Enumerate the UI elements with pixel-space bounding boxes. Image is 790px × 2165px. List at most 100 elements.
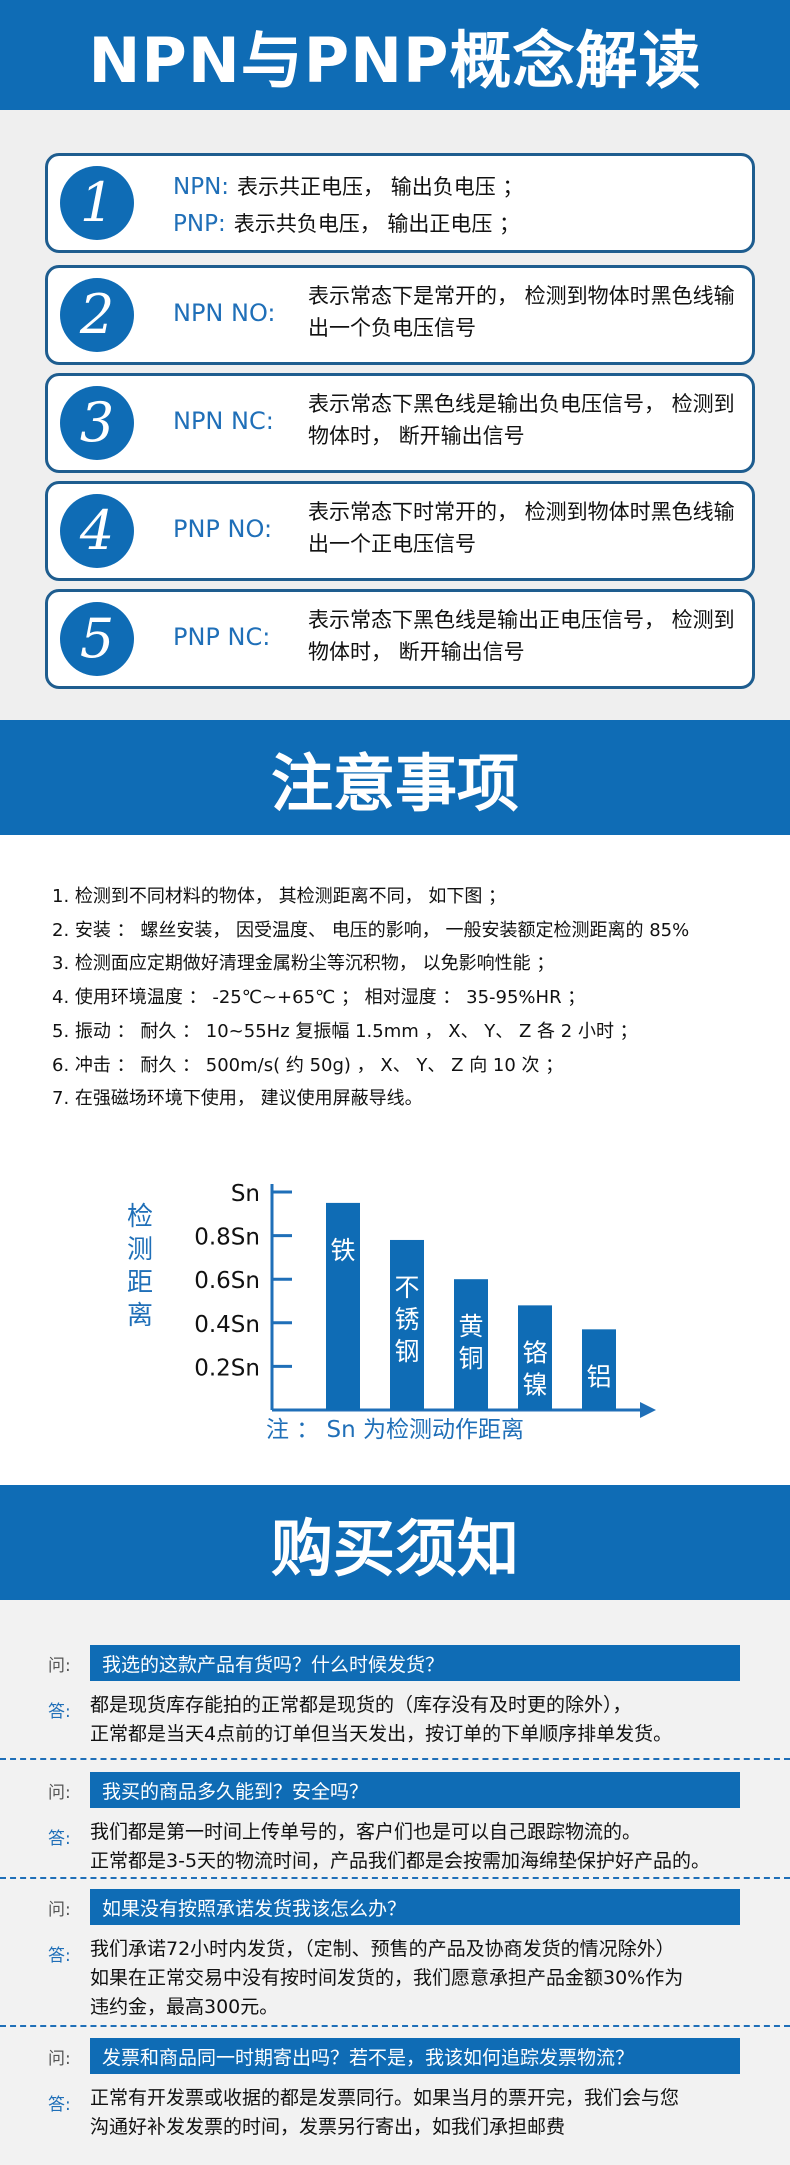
y-tick-label: Sn xyxy=(231,1181,260,1207)
answer-line: 沟通好补发发票的时间，发票另行寄出，如我们承担邮费 xyxy=(90,2116,566,2138)
question-row: 问: 我买的商品多久能到？安全吗？ xyxy=(48,1772,740,1808)
answer-text: 正常有开发票或收据的都是发票同行。如果当月的票开完，我们会与您 沟通好补发发票的… xyxy=(90,2084,790,2142)
card-key: PNP NO: xyxy=(173,515,273,543)
concept-card-5: 5 PNP NC: 表示常态下黑色线是输出正电压信号， 检测到物体时， 断开输出… xyxy=(45,589,755,689)
bar-label: 铜 xyxy=(458,1344,483,1373)
pnp-label: PNP: xyxy=(173,211,226,237)
answer-row: 答: 我们都是第一时间上传单号的，客户们也是可以自己跟踪物流的。 正常都是3-5… xyxy=(48,1818,790,1876)
bar-label: 镍 xyxy=(522,1370,547,1399)
y-tick-label: 0.2Sn xyxy=(194,1355,260,1381)
y-tick-label: 0.6Sn xyxy=(194,1268,260,1294)
chart-y-label: 检测距离 xyxy=(127,1202,153,1331)
answer-row: 答: 我们承诺72小时内发货，（定制、预售的产品及协商发货的情况除外） 如果在正… xyxy=(48,1935,790,2022)
note-item: 4. 使用环境温度 ： -25℃~+65℃ ； 相对湿度 ： 35-95%HR … xyxy=(52,987,586,1009)
answer-line: 正常都是3-5天的物流时间，产品我们都是会按需加海绵垫保护好产品的。 xyxy=(90,1850,711,1872)
number-badge: 3 xyxy=(60,386,134,460)
purchase-section: 问: 我选的这款产品有货吗？什么时候发货？ 答: 都是现货库存能拍的正常都是现货… xyxy=(0,1600,790,2165)
card-key: NPN NO: xyxy=(173,299,276,327)
bar-label: 铁 xyxy=(330,1236,355,1265)
question-tag: 问: xyxy=(48,1782,71,1803)
card-line: NPN: 表示共正电压， 输出负电压 ； xyxy=(173,171,523,201)
question-row: 问: 如果没有按照承诺发货我该怎么办？ xyxy=(48,1889,740,1925)
card-description: 表示常态下黑色线是输出正电压信号， 检测到物体时， 断开输出信号 xyxy=(308,608,735,664)
note-item: 1. 检测到不同材料的物体， 其检测距离不同， 如下图 ； xyxy=(52,886,507,907)
concept-card-1: 1 NPN: 表示共正电压， 输出负电压 ； PNP: 表示共负电压， 输出正电压 … xyxy=(45,153,755,253)
concept-card-4: 4 PNP NO: 表示常态下时常开的， 检测到物体时黑色线输出一个正电压信号 xyxy=(45,481,755,581)
note-item: 2. 安装 ： 螺丝安装， 因受温度、 电压的影响， 一般安装额定检测距离的 8… xyxy=(52,919,690,941)
answer-line: 我们都是第一时间上传单号的，客户们也是可以自己跟踪物流的。 xyxy=(90,1821,642,1843)
bar xyxy=(582,1329,616,1410)
question-text: 我选的这款产品有货吗？什么时候发货？ xyxy=(90,1645,740,1681)
chart-note: 注 ： Sn 为检测动作距离 xyxy=(265,1417,525,1443)
notes-title: 注意事项 xyxy=(270,746,519,820)
y-tick-label: 0.8Sn xyxy=(194,1225,260,1251)
faq-divider xyxy=(0,2025,790,2027)
answer-tag: 答: xyxy=(48,1829,71,1849)
answer-text: 我们都是第一时间上传单号的，客户们也是可以自己跟踪物流的。 正常都是3-5天的物… xyxy=(90,1818,790,1876)
bar-label: 钢 xyxy=(394,1337,419,1366)
answer-tag: 答: xyxy=(48,1702,71,1722)
number-badge: 4 xyxy=(60,494,134,568)
answer-line: 都是现货库存能拍的正常都是现货的（库存没有及时更的除外）， xyxy=(90,1694,632,1716)
question-row: 问: 发票和商品同一时期寄出吗？若不是，我该如何追踪发票物流？ xyxy=(48,2038,740,2074)
answer-line: 正常都是当天4点前的订单但当天发出，按订单的下单顺序排单发货。 xyxy=(90,1723,673,1745)
question-row: 问: 我选的这款产品有货吗？什么时候发货？ xyxy=(48,1645,740,1681)
y-label-char: 距 xyxy=(127,1268,153,1298)
note-item: 7. 在强磁场环境下使用， 建议使用屏蔽导线。 xyxy=(52,1088,423,1110)
y-tick-label: 0.4Sn xyxy=(194,1312,260,1338)
bar-label: 黄 xyxy=(458,1312,483,1341)
npn-label: NPN: xyxy=(173,174,230,200)
bar xyxy=(518,1305,552,1410)
y-label-char: 离 xyxy=(127,1301,153,1331)
concept-section: 1 NPN: 表示共正电压， 输出负电压 ； PNP: 表示共负电压， 输出正电压 … xyxy=(0,110,790,720)
y-label-char: 检 xyxy=(127,1202,153,1232)
card-description: 表示常态下时常开的， 检测到物体时黑色线输出一个正电压信号 xyxy=(308,500,735,556)
notes-list: 1. 检测到不同材料的物体， 其检测距离不同， 如下图 ； 2. 安装 ： 螺丝… xyxy=(52,880,689,1116)
answer-line: 我们承诺72小时内发货，（定制、预售的产品及协商发货的情况除外） xyxy=(90,1938,675,1960)
note-item: 3. 检测面应定期做好清理金属粉尘等沉积物， 以免影响性能 ； xyxy=(52,953,555,975)
question-tag: 问: xyxy=(48,1899,71,1920)
pnp-text: 表示共负电压， 输出正电压 ； xyxy=(233,212,521,236)
bar xyxy=(326,1202,360,1410)
concept-title: NPN与PNP概念解读 xyxy=(88,24,702,97)
answer-text: 我们承诺72小时内发货，（定制、预售的产品及协商发货的情况除外） 如果在正常交易… xyxy=(90,1935,790,2022)
answer-line: 如果在正常交易中没有按时间发货的，我们愿意承担产品金额30%作为 xyxy=(90,1967,684,1989)
x-axis-arrow xyxy=(640,1402,656,1418)
question-text: 我买的商品多久能到？安全吗？ xyxy=(90,1772,740,1808)
question-tag: 问: xyxy=(48,2048,71,2069)
bar xyxy=(454,1279,488,1410)
number-badge: 1 xyxy=(60,166,134,240)
answer-line: 违约金，最高300元。 xyxy=(90,1996,279,2018)
card-key: PNP NC: xyxy=(173,623,271,651)
notes-banner: 注意事项 xyxy=(0,720,790,835)
card-line: PNP: 表示共负电压， 输出正电压 ； xyxy=(173,208,520,238)
note-item: 5. 振动 ： 耐久 ： 10~55Hz 复振幅 1.5mm ， X、 Y、 Z… xyxy=(52,1020,638,1042)
bar-label: 铝 xyxy=(586,1362,611,1391)
y-label-char: 测 xyxy=(127,1235,153,1265)
bar-label: 不 xyxy=(394,1273,419,1302)
bar-label: 锈 xyxy=(394,1305,419,1334)
question-tag: 问: xyxy=(48,1655,71,1676)
card-key: NPN NC: xyxy=(173,407,274,435)
answer-tag: 答: xyxy=(48,2095,71,2115)
faq-divider xyxy=(0,1877,790,1879)
answer-line: 正常有开发票或收据的都是发票同行。如果当月的票开完，我们会与您 xyxy=(90,2087,680,2109)
bar xyxy=(390,1239,424,1410)
answer-tag: 答: xyxy=(48,1946,71,1966)
question-text: 发票和商品同一时期寄出吗？若不是，我该如何追踪发票物流？ xyxy=(90,2038,740,2074)
npn-text: 表示共正电压， 输出负电压 ； xyxy=(237,175,524,199)
number-badge: 5 xyxy=(60,602,134,676)
chart-ticks: Sn 0.8Sn 0.6Sn 0.4Sn 0.2Sn xyxy=(194,1181,292,1381)
concept-card-2: 2 NPN NO: 表示常态下是常开的， 检测到物体时黑色线输出一个负电压信号 xyxy=(45,265,755,365)
number-badge: 2 xyxy=(60,278,134,352)
concept-card-3: 3 NPN NC: 表示常态下黑色线是输出负电压信号， 检测到物体时， 断开输出… xyxy=(45,373,755,473)
purchase-banner: 购买须知 xyxy=(0,1485,790,1600)
note-item: 6. 冲击 ： 耐久 ： 500m/s( 约 50g) ， X、 Y、 Z 向 … xyxy=(52,1054,564,1076)
bar-label: 铬 xyxy=(522,1338,547,1367)
concept-banner: NPN与PNP概念解读 xyxy=(0,0,790,110)
purchase-title: 购买须知 xyxy=(270,1511,519,1585)
card-description: 表示常态下是常开的， 检测到物体时黑色线输出一个负电压信号 xyxy=(308,284,735,340)
card-description: 表示常态下黑色线是输出负电压信号， 检测到物体时， 断开输出信号 xyxy=(308,392,735,448)
